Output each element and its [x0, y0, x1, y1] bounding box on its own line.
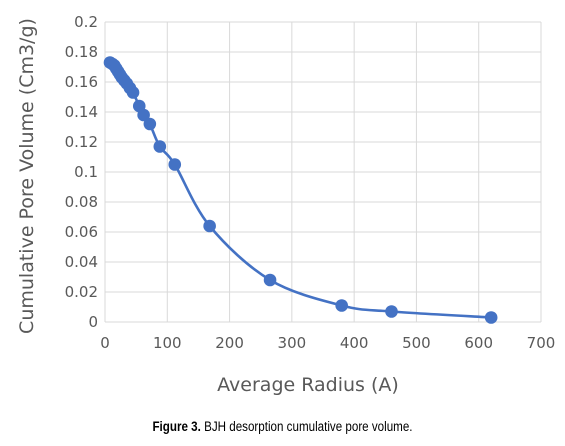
y-tick-label: 0.12 [65, 133, 98, 151]
data-point-17 [263, 273, 277, 287]
data-point-12 [137, 108, 150, 122]
tick-labels: 0 100 200 300 400 500 600 700 0 0.02 0.04 0.06 0.08 0… [65, 13, 556, 352]
data-point-16 [203, 219, 216, 233]
x-tick-label: 600 [464, 334, 493, 352]
data-point-13 [143, 117, 157, 131]
y-tick-label: 0.04 [65, 253, 98, 271]
data-point-18 [335, 299, 348, 312]
x-tick-label: 700 [527, 334, 556, 352]
x-tick-label: 200 [215, 334, 244, 352]
x-tick-label: 300 [278, 334, 307, 352]
data-point-19 [385, 305, 398, 318]
x-tick-label: 400 [340, 334, 369, 352]
y-axis-title: Cumulative Pore Volume (Cm3/g) [16, 18, 38, 334]
caption-text: BJH desorption cumulative pore volume. [200, 419, 413, 434]
data-points [103, 56, 498, 324]
data-point-20 [484, 311, 498, 324]
data-point-10 [126, 86, 140, 99]
x-tick-label: 500 [402, 334, 431, 352]
x-axis-title: Average Radius (A) [217, 374, 399, 396]
data-point-15 [168, 158, 182, 171]
y-tick-label: 0 [88, 313, 98, 331]
y-tick-label: 0.02 [65, 283, 98, 301]
chart: 0 100 200 300 400 500 600 700 0 0.02 0.04 0.06 0.08 0… [16, 13, 556, 396]
caption-label: Figure 3. [152, 419, 201, 434]
y-tick-label: 0.1 [74, 163, 98, 181]
y-tick-label: 0.18 [65, 43, 98, 61]
y-tick-label: 0.08 [65, 193, 98, 211]
y-tick-label: 0.2 [74, 13, 98, 31]
grid [104, 21, 542, 323]
x-tick-label: 100 [153, 334, 182, 352]
y-tick-label: 0.16 [65, 73, 98, 91]
y-tick-label: 0.06 [65, 223, 98, 241]
figure-caption: Figure 3. BJH desorption cumulative pore… [40, 419, 526, 434]
x-tick-label: 0 [100, 334, 110, 352]
data-point-14 [153, 140, 167, 153]
y-tick-label: 0.14 [65, 103, 98, 121]
